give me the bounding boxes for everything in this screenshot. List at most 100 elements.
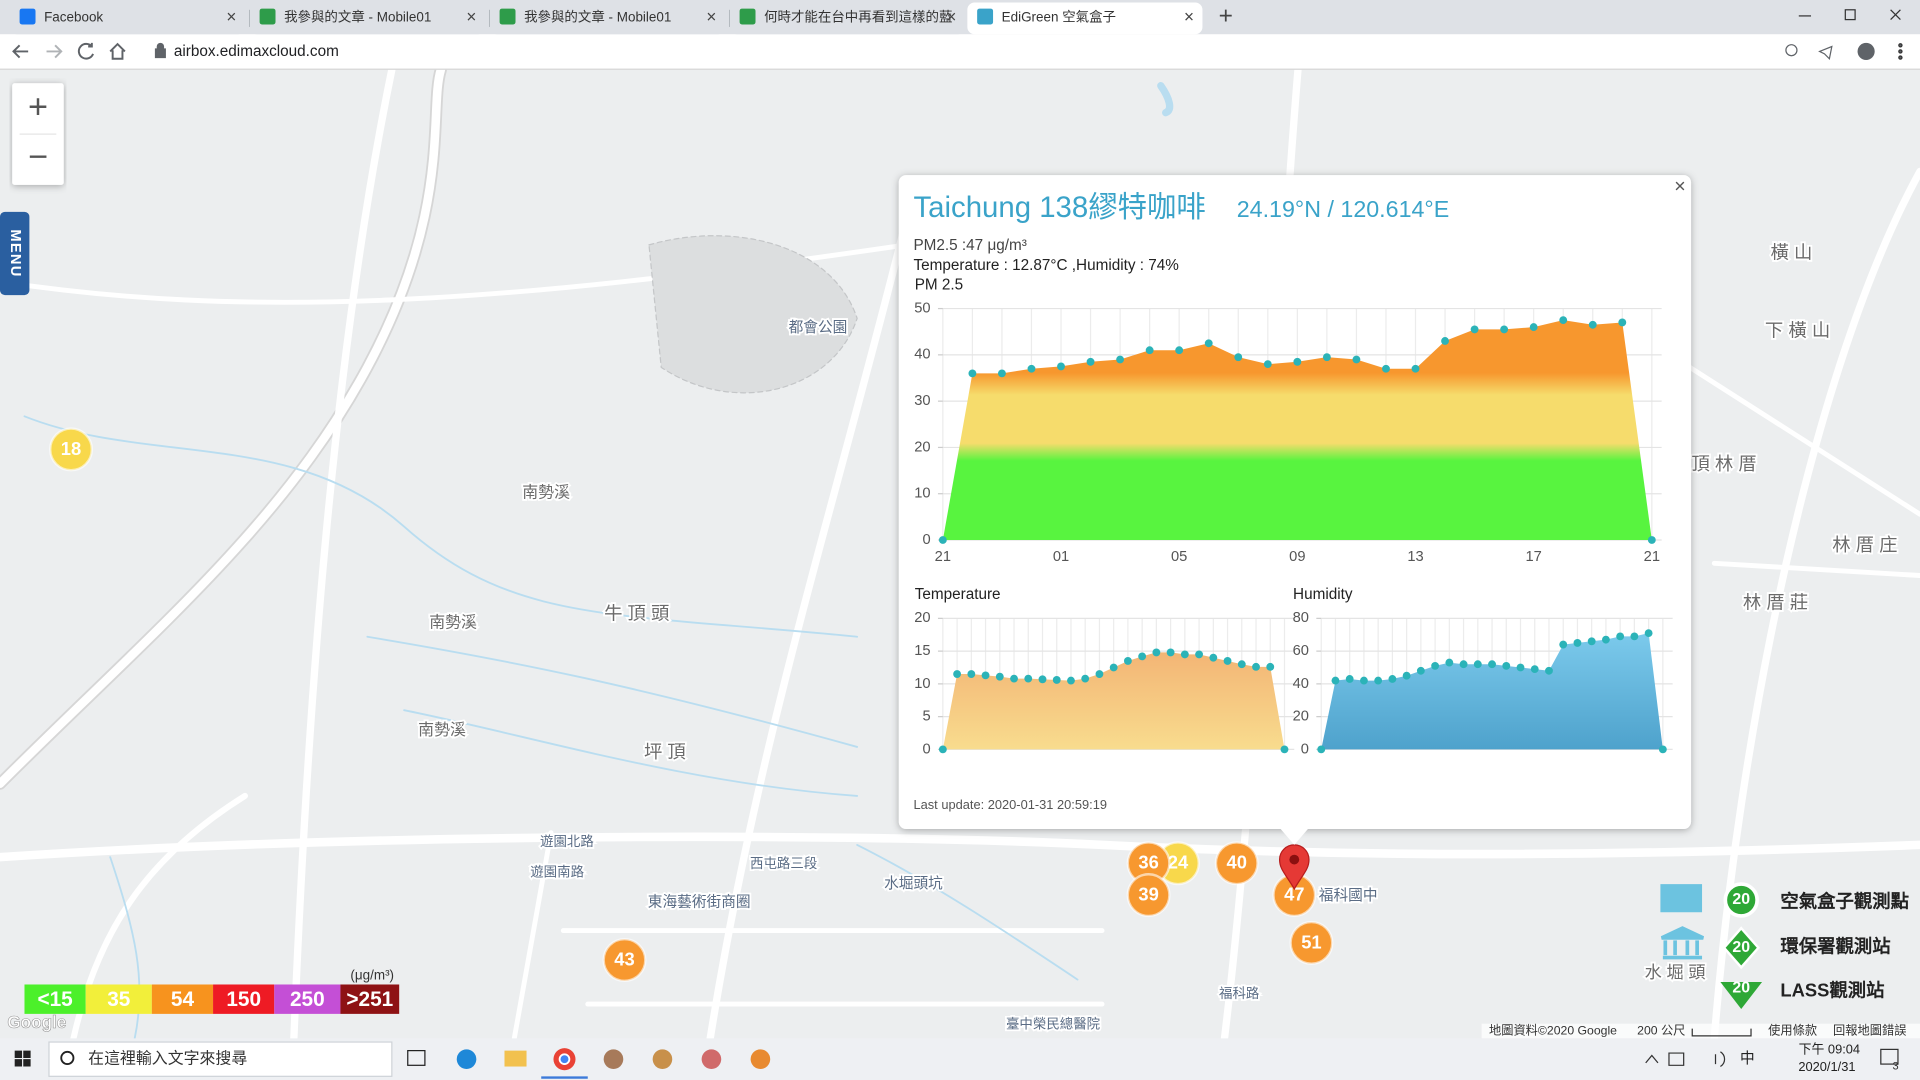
data-point (981, 671, 990, 680)
report[interactable]: 回報地圖錯誤 (1833, 1022, 1906, 1037)
data-point (1038, 675, 1047, 684)
map-marker-value: 36 (1138, 852, 1158, 873)
map-marker[interactable] (1289, 920, 1334, 965)
taskbar-icons[interactable] (14, 1048, 771, 1079)
chart-title: Humidity (1293, 586, 1353, 603)
map-place-label: 都會公園 (789, 319, 848, 336)
data-point (1322, 353, 1331, 362)
tab-close[interactable]: × (1184, 6, 1194, 26)
data-point (1234, 353, 1243, 362)
data-point (1588, 320, 1597, 329)
map-marker-value: 43 (614, 948, 634, 969)
map-marker[interactable] (602, 937, 647, 983)
omnibox[interactable] (144, 37, 1908, 67)
tab[interactable] (489, 2, 725, 35)
notification-count: 3 (1892, 1060, 1898, 1072)
legend-unit: (μg/m³) (350, 967, 394, 982)
data-point (1388, 675, 1397, 683)
map-marker[interactable] (1214, 841, 1259, 886)
data-point (1545, 666, 1553, 675)
popup-close[interactable]: × (1674, 176, 1685, 198)
url[interactable]: airbox.edimaxcloud.com (174, 43, 339, 60)
map-place-label: 南勢溪 (429, 613, 477, 631)
data-point (1116, 355, 1125, 364)
y-tick-label: 10 (914, 676, 930, 692)
data-point (967, 670, 976, 678)
data-point (1280, 745, 1289, 754)
data-point (1516, 663, 1525, 672)
data-point (1175, 346, 1184, 355)
data-point (1618, 318, 1627, 327)
window-controls[interactable] (1785, 9, 1903, 61)
map-marker[interactable] (48, 427, 94, 472)
tab[interactable] (249, 2, 485, 35)
tab-icon (977, 8, 994, 25)
selected-pin[interactable] (1278, 844, 1310, 891)
menu-label[interactable]: MENU (7, 229, 23, 277)
google-logo: Google (7, 1012, 66, 1032)
tab-close[interactable]: × (946, 6, 956, 26)
map-marker-value: 18 (61, 438, 81, 459)
tab-close[interactable]: × (706, 6, 716, 26)
active-tab[interactable] (967, 2, 1203, 35)
map-place-label: 水堀頭坑 (884, 875, 943, 892)
ime: 中 (1740, 1050, 1755, 1067)
popup-last-update: Last update: 2020-01-31 20:59:19 (913, 797, 1107, 812)
tab-close[interactable]: × (466, 6, 476, 26)
zoom-out[interactable]: − (28, 138, 48, 176)
tray-icons (1645, 1051, 1726, 1068)
data-point (1382, 364, 1390, 373)
data-point (1502, 661, 1511, 670)
data-point (1345, 675, 1354, 683)
station-badge-value: 20 (1732, 979, 1750, 996)
terms[interactable]: 使用條款 (1768, 1022, 1817, 1037)
zoom-in[interactable]: + (28, 88, 48, 126)
station-badge (1722, 926, 1760, 970)
y-tick-label: 40 (1293, 676, 1309, 692)
data-point (998, 369, 1006, 378)
data-point (1374, 676, 1383, 685)
map-marker-value: 51 (1301, 931, 1321, 952)
data-point (1530, 665, 1539, 674)
data-point (1010, 674, 1018, 683)
legend-swatch (340, 984, 400, 1014)
x-tick-label: 17 (1526, 549, 1542, 565)
data-point (1529, 323, 1538, 332)
data-point (1459, 660, 1468, 669)
legend-label: <15 (37, 988, 72, 1011)
y-tick-label: 30 (914, 393, 930, 409)
y-tick-label: 10 (914, 486, 930, 502)
notification-icon[interactable] (1880, 1048, 1899, 1065)
nav-buttons[interactable] (12, 42, 166, 60)
y-tick-label: 0 (922, 741, 930, 757)
tab[interactable] (9, 2, 245, 35)
data-point (1052, 676, 1061, 684)
data-point (1573, 639, 1582, 647)
taskbar-search[interactable] (48, 1041, 393, 1077)
map-place-label: 林 厝 庄 (1832, 534, 1897, 555)
tab-title: Facebook (44, 9, 103, 24)
tab-icon (19, 8, 36, 25)
tab[interactable] (729, 2, 965, 35)
map-place-label: 福科國中 (1319, 887, 1378, 904)
data-point (1081, 674, 1090, 683)
clock-date: 2020/1/31 (1798, 1059, 1855, 1074)
map-marker-value: 24 (1168, 852, 1189, 873)
x-tick-label: 01 (1053, 549, 1069, 565)
tab-icon (739, 8, 756, 25)
x-tick-label: 21 (935, 549, 951, 565)
popup-pointer (1279, 827, 1309, 845)
popup-title: Taichung 138繆特咖啡 (913, 191, 1205, 224)
station-badge-value: 20 (1732, 939, 1750, 956)
tab-close[interactable]: × (226, 6, 236, 26)
map-place-label: 南勢溪 (522, 484, 570, 502)
map-marker[interactable] (1126, 873, 1171, 918)
data-point (1644, 629, 1653, 638)
menu-tab[interactable] (0, 211, 30, 296)
new-tab-button[interactable]: + (1219, 3, 1233, 30)
data-point (1658, 745, 1667, 754)
data-point (1195, 650, 1203, 659)
data-point (1445, 658, 1454, 667)
data-point (1630, 632, 1639, 641)
station-label: 空氣盒子觀測點 (1780, 890, 1909, 911)
